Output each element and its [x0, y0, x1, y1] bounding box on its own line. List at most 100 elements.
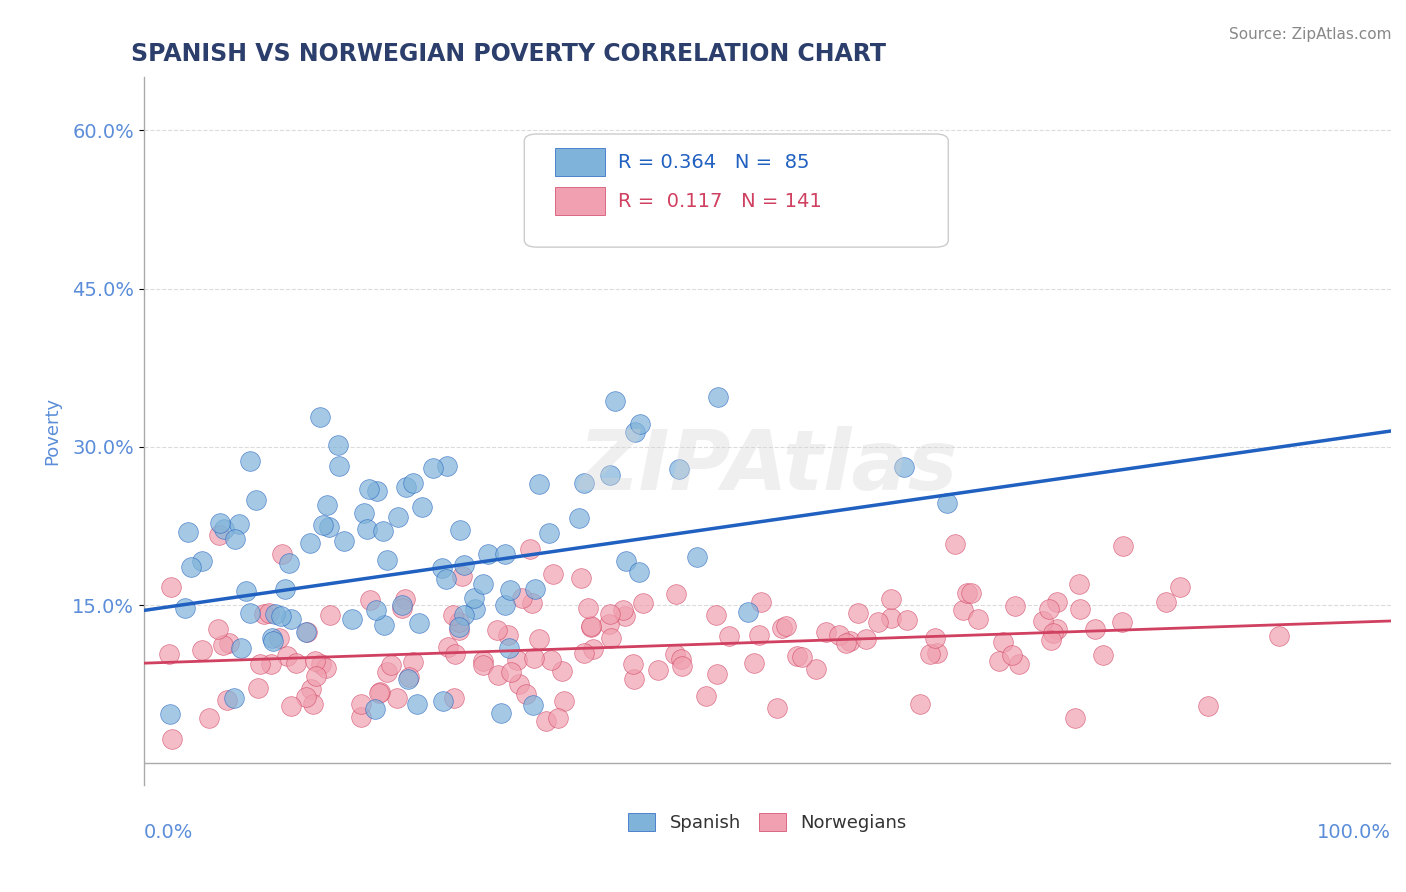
Point [432, 561, 454, 575]
Point [1091, 648, 1114, 663]
Point [278, 556, 301, 570]
Point [749, 595, 772, 609]
Point [263, 607, 285, 622]
Point [599, 607, 621, 621]
Point [1069, 602, 1091, 616]
Point [437, 640, 460, 655]
Point [529, 632, 551, 646]
Point [451, 569, 474, 583]
Legend: Spanish, Norwegians: Spanish, Norwegians [621, 805, 914, 839]
Point [304, 654, 326, 668]
Point [422, 461, 444, 475]
Point [396, 672, 419, 686]
Point [402, 655, 425, 669]
Point [311, 657, 333, 672]
Bar [555, 148, 606, 177]
Point [299, 536, 322, 550]
Point [790, 649, 813, 664]
Point [540, 653, 562, 667]
Point [472, 577, 495, 591]
Point [671, 652, 693, 666]
Point [988, 654, 1011, 668]
Point [245, 493, 267, 508]
Point [157, 647, 180, 661]
Point [612, 603, 634, 617]
Point [260, 657, 283, 672]
Point [443, 690, 465, 705]
Point [447, 623, 470, 637]
Point [547, 711, 569, 725]
Point [908, 697, 931, 711]
Point [775, 619, 797, 633]
Point [441, 607, 464, 622]
Point [925, 646, 948, 660]
Point [464, 601, 486, 615]
Point [815, 624, 838, 639]
Point [207, 528, 229, 542]
Point [896, 614, 918, 628]
Point [387, 510, 409, 524]
FancyBboxPatch shape [524, 134, 948, 247]
Point [463, 591, 485, 606]
Point [224, 533, 246, 547]
Point [1008, 657, 1031, 672]
Point [453, 607, 475, 622]
Point [368, 686, 391, 700]
Point [398, 669, 420, 683]
Point [212, 638, 235, 652]
Point [499, 665, 522, 679]
Point [704, 608, 727, 623]
Point [718, 629, 741, 643]
Text: ZIPAtlas: ZIPAtlas [578, 425, 957, 507]
Point [319, 608, 342, 623]
Point [197, 711, 219, 725]
Point [489, 706, 512, 721]
Point [967, 612, 990, 626]
Text: R = 0.364   N =  85: R = 0.364 N = 85 [617, 153, 810, 172]
Point [160, 580, 183, 594]
Point [385, 691, 408, 706]
Point [257, 606, 280, 620]
Point [579, 619, 602, 633]
Point [1111, 615, 1133, 630]
Point [208, 516, 231, 531]
Point [391, 601, 413, 615]
Point [936, 496, 959, 510]
Text: SPANISH VS NORWEGIAN POVERTY CORRELATION CHART: SPANISH VS NORWEGIAN POVERTY CORRELATION… [132, 42, 886, 66]
Text: R =  0.117   N = 141: R = 0.117 N = 141 [617, 192, 821, 211]
Point [695, 689, 717, 703]
Point [305, 669, 328, 683]
Point [174, 601, 197, 615]
Point [373, 618, 395, 632]
Point [295, 624, 318, 639]
Point [1268, 629, 1291, 643]
Point [1046, 595, 1069, 609]
Point [449, 523, 471, 537]
Point [326, 438, 349, 452]
Point [359, 593, 381, 607]
Point [235, 583, 257, 598]
Point [613, 609, 636, 624]
Point [349, 698, 371, 712]
Point [436, 459, 458, 474]
Point [893, 460, 915, 475]
Point [333, 533, 356, 548]
Point [294, 625, 316, 640]
Point [614, 554, 637, 568]
Text: 100.0%: 100.0% [1317, 823, 1391, 842]
Point [952, 603, 974, 617]
Point [943, 536, 966, 550]
Point [828, 628, 851, 642]
Point [471, 654, 494, 668]
Point [1040, 633, 1063, 648]
Point [444, 647, 467, 661]
Point [574, 646, 596, 660]
Point [537, 525, 560, 540]
Point [628, 417, 651, 432]
Point [499, 582, 522, 597]
Point [1032, 615, 1054, 629]
Y-axis label: Poverty: Poverty [44, 397, 60, 465]
Point [270, 609, 292, 624]
Point [364, 602, 387, 616]
Point [631, 596, 654, 610]
